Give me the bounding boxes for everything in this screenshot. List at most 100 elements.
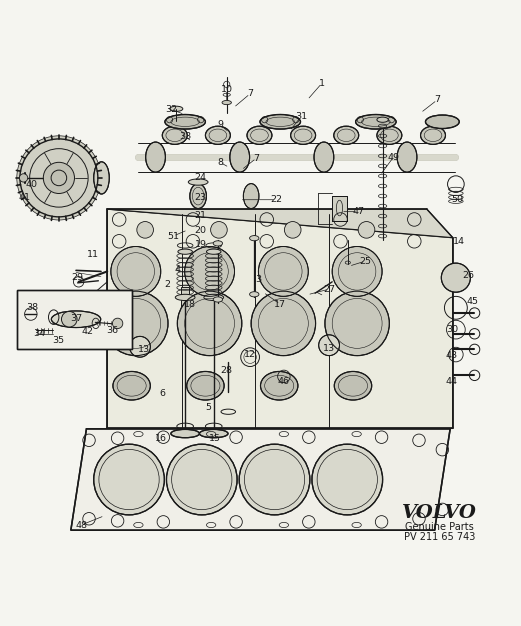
Circle shape <box>210 222 227 238</box>
Ellipse shape <box>247 126 272 145</box>
Text: 42: 42 <box>82 327 94 336</box>
Text: 29: 29 <box>71 273 83 282</box>
Ellipse shape <box>291 126 316 145</box>
Text: 33: 33 <box>179 132 191 141</box>
Text: 14: 14 <box>453 237 465 246</box>
Polygon shape <box>107 209 453 428</box>
Circle shape <box>166 444 237 515</box>
Text: 43: 43 <box>445 351 458 360</box>
Text: 7: 7 <box>247 90 253 98</box>
Bar <box>181 287 189 313</box>
Text: 48: 48 <box>75 520 87 530</box>
Text: 12: 12 <box>244 350 256 359</box>
Text: 37: 37 <box>70 314 82 322</box>
Text: 3: 3 <box>255 275 261 284</box>
Ellipse shape <box>190 183 206 208</box>
Text: 45: 45 <box>466 297 478 306</box>
Text: 32: 32 <box>165 105 177 114</box>
Text: 27: 27 <box>323 285 335 294</box>
Circle shape <box>319 335 340 356</box>
Circle shape <box>61 312 77 327</box>
Text: 13: 13 <box>323 344 335 353</box>
Text: 35: 35 <box>52 336 64 344</box>
Text: 24: 24 <box>195 173 207 182</box>
Circle shape <box>312 444 382 515</box>
Text: 7: 7 <box>253 153 259 163</box>
Text: 15: 15 <box>209 434 221 443</box>
Ellipse shape <box>113 371 151 400</box>
Ellipse shape <box>146 142 165 172</box>
Ellipse shape <box>243 183 259 208</box>
Text: VOLVO: VOLVO <box>402 504 477 522</box>
Text: 17: 17 <box>274 300 286 309</box>
Text: 2: 2 <box>164 280 170 289</box>
Ellipse shape <box>171 429 200 438</box>
Text: 7: 7 <box>434 95 440 105</box>
Circle shape <box>284 222 301 238</box>
Text: 9: 9 <box>217 120 223 130</box>
Text: 30: 30 <box>446 325 459 334</box>
Circle shape <box>251 291 316 356</box>
Text: 13: 13 <box>138 345 150 354</box>
Polygon shape <box>107 209 453 238</box>
Text: 50: 50 <box>451 195 463 204</box>
Text: 22: 22 <box>270 195 282 204</box>
Ellipse shape <box>426 115 459 128</box>
Text: PV 211 65 743: PV 211 65 743 <box>404 533 476 543</box>
Ellipse shape <box>213 297 222 302</box>
Bar <box>209 287 218 313</box>
Text: 34: 34 <box>33 329 46 338</box>
Ellipse shape <box>200 429 228 438</box>
Text: 18: 18 <box>184 300 196 309</box>
Text: 11: 11 <box>87 250 99 259</box>
Text: 31: 31 <box>295 112 307 121</box>
Text: 51: 51 <box>167 232 179 240</box>
Text: 28: 28 <box>221 366 233 374</box>
Ellipse shape <box>356 115 396 129</box>
Text: 16: 16 <box>155 434 167 443</box>
Ellipse shape <box>250 235 259 241</box>
Text: 41: 41 <box>18 193 30 202</box>
Circle shape <box>19 174 28 182</box>
Ellipse shape <box>420 126 445 145</box>
Text: 26: 26 <box>462 271 474 280</box>
Bar <box>332 195 347 220</box>
Text: 25: 25 <box>359 257 371 265</box>
Ellipse shape <box>188 179 208 185</box>
Circle shape <box>441 263 470 292</box>
Text: 21: 21 <box>195 211 207 220</box>
Circle shape <box>177 291 242 356</box>
Text: 6: 6 <box>160 389 166 398</box>
Ellipse shape <box>94 162 109 194</box>
Ellipse shape <box>205 126 230 145</box>
Ellipse shape <box>230 142 250 172</box>
Bar <box>17 290 132 349</box>
Ellipse shape <box>260 115 301 129</box>
Bar <box>332 195 347 220</box>
Bar <box>17 290 132 349</box>
Ellipse shape <box>260 371 298 400</box>
Circle shape <box>325 291 389 356</box>
Ellipse shape <box>377 117 388 122</box>
Ellipse shape <box>334 126 358 145</box>
Ellipse shape <box>204 294 224 300</box>
Text: 40: 40 <box>26 180 38 188</box>
Ellipse shape <box>222 101 231 105</box>
Text: 10: 10 <box>221 85 233 94</box>
Ellipse shape <box>52 311 101 327</box>
Circle shape <box>239 444 310 515</box>
Circle shape <box>258 247 308 296</box>
Ellipse shape <box>165 115 205 129</box>
Circle shape <box>111 247 161 296</box>
Ellipse shape <box>163 126 187 145</box>
Ellipse shape <box>397 142 417 172</box>
Circle shape <box>137 222 154 238</box>
Text: Genuine Parts: Genuine Parts <box>405 522 474 532</box>
Ellipse shape <box>175 294 195 300</box>
Ellipse shape <box>377 126 402 145</box>
Ellipse shape <box>187 371 224 400</box>
Ellipse shape <box>213 241 222 246</box>
Text: 36: 36 <box>106 326 118 335</box>
Circle shape <box>43 162 75 193</box>
Ellipse shape <box>178 249 192 254</box>
